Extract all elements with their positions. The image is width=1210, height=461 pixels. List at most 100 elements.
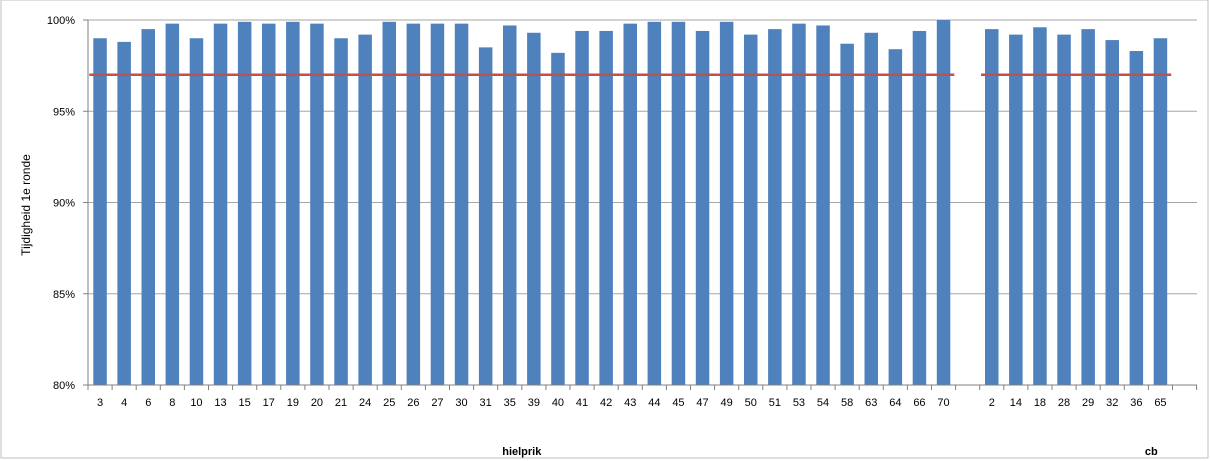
- bar: [888, 49, 903, 385]
- x-tick-label: 4: [121, 397, 127, 409]
- bar: [503, 25, 517, 385]
- bar: [1153, 38, 1168, 385]
- x-tick-label: 51: [769, 397, 781, 409]
- bar: [189, 38, 204, 385]
- x-tick-label: 66: [913, 397, 925, 409]
- bar: [165, 23, 180, 386]
- x-tick-label: 39: [528, 397, 540, 409]
- x-tick-label: 65: [1154, 397, 1166, 409]
- x-tick-label: 27: [431, 397, 443, 409]
- bar: [1105, 40, 1119, 385]
- x-tick-label: 3: [97, 397, 103, 409]
- bar: [792, 23, 806, 386]
- bar: [1009, 34, 1023, 385]
- x-tick-label: 54: [817, 397, 829, 409]
- y-axis-label: Tijdigheid 1e ronde: [19, 154, 33, 256]
- x-tick-label: 21: [335, 397, 347, 409]
- x-tick-label: 41: [576, 397, 588, 409]
- bars: [93, 20, 1168, 386]
- bar: [430, 23, 445, 386]
- group-label: cb: [1145, 446, 1158, 458]
- bar: [454, 23, 469, 386]
- bar: [936, 20, 951, 385]
- bar: [719, 21, 734, 385]
- bar: [1081, 29, 1095, 385]
- x-tick-label: 10: [190, 397, 202, 409]
- x-tick-label: 20: [311, 397, 323, 409]
- x-tick-label: 30: [455, 397, 467, 409]
- tick-labels: 80%85%90%95%100%3 4 6 8 10 13 15 17 19 20 21 24 25 26…: [47, 15, 1167, 458]
- x-tick-label: 36: [1130, 397, 1142, 409]
- bar: [671, 21, 686, 385]
- y-tick-label: 90%: [53, 198, 75, 210]
- y-tick-label: 100%: [47, 15, 75, 27]
- bar: [478, 47, 493, 385]
- bar: [406, 23, 421, 386]
- x-tick-label: 45: [672, 397, 684, 409]
- x-tick-label: 19: [287, 397, 299, 409]
- bar: [575, 30, 589, 385]
- x-tick-label: 58: [841, 397, 853, 409]
- bar: [141, 29, 155, 385]
- bar: [599, 30, 613, 385]
- x-tick-label: 47: [696, 397, 708, 409]
- bar: [286, 21, 300, 385]
- bar: [310, 23, 324, 386]
- bar: [1129, 51, 1144, 386]
- bar: [816, 25, 830, 385]
- x-tick-label: 40: [552, 397, 564, 409]
- x-tick-label: 15: [239, 397, 251, 409]
- bar: [93, 38, 107, 385]
- bar: [840, 43, 854, 385]
- group-label: hielprik: [502, 446, 542, 458]
- x-tick-label: 32: [1106, 397, 1118, 409]
- y-tick-label: 85%: [53, 289, 75, 301]
- bar: [1033, 27, 1047, 386]
- x-tick-label: 35: [504, 397, 516, 409]
- x-tick-label: 26: [407, 397, 419, 409]
- x-tick-label: 70: [937, 397, 949, 409]
- x-tick-label: 17: [263, 397, 275, 409]
- bar: [1057, 34, 1071, 385]
- bar: [551, 52, 565, 385]
- x-tick-label: 24: [359, 397, 371, 409]
- bar: [695, 30, 710, 385]
- bar: [623, 23, 637, 386]
- bar: [262, 23, 276, 386]
- x-tick-label: 8: [169, 397, 175, 409]
- x-tick-label: 28: [1058, 397, 1070, 409]
- x-tick-label: 18: [1034, 397, 1046, 409]
- x-tick-label: 53: [793, 397, 805, 409]
- x-tick-label: 49: [721, 397, 733, 409]
- x-tick-label: 25: [383, 397, 395, 409]
- bar: [213, 23, 228, 386]
- bar: [744, 34, 758, 385]
- bar: [382, 21, 396, 385]
- x-tick-label: 14: [1010, 397, 1022, 409]
- x-tick-label: 13: [214, 397, 226, 409]
- y-tick-label: 95%: [53, 106, 75, 118]
- x-tick-label: 2: [989, 397, 995, 409]
- x-tick-label: 64: [889, 397, 901, 409]
- bar: [912, 30, 927, 385]
- x-tick-label: 31: [480, 397, 492, 409]
- bar: [768, 29, 782, 385]
- y-tick-label: 80%: [53, 380, 75, 392]
- x-tick-label: 6: [145, 397, 151, 409]
- bar: [985, 29, 999, 385]
- bar: [358, 34, 372, 385]
- x-tick-label: 43: [624, 397, 636, 409]
- bar: [237, 21, 252, 385]
- axes: [83, 19, 1198, 390]
- bar: [647, 21, 662, 385]
- bar: [334, 38, 348, 385]
- bar: [527, 32, 541, 386]
- x-tick-label: 29: [1082, 397, 1094, 409]
- x-tick-label: 42: [600, 397, 612, 409]
- x-tick-label: 63: [865, 397, 877, 409]
- x-tick-label: 44: [648, 397, 660, 409]
- x-tick-label: 50: [745, 397, 757, 409]
- bar: [864, 32, 878, 386]
- bar: [117, 41, 131, 386]
